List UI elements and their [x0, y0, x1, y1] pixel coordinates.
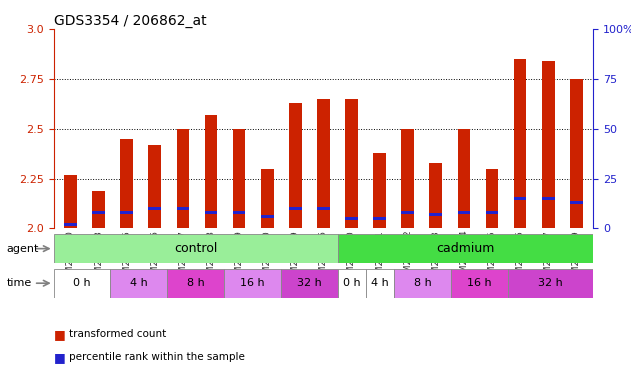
Bar [64, 175, 77, 228]
Bar [289, 207, 302, 210]
Bar [430, 162, 442, 228]
Bar [204, 211, 217, 214]
Bar [366, 269, 394, 298]
Text: time: time [6, 278, 32, 288]
Bar [224, 269, 281, 298]
Bar [457, 129, 470, 228]
Bar [233, 129, 245, 228]
Bar [289, 103, 302, 228]
Bar [148, 145, 161, 228]
Bar [261, 215, 273, 218]
Text: 8 h: 8 h [187, 278, 204, 288]
Bar [338, 269, 366, 298]
Text: ■: ■ [54, 328, 66, 341]
Text: transformed count: transformed count [69, 329, 167, 339]
Bar [401, 211, 414, 214]
Bar [508, 269, 593, 298]
Bar [430, 213, 442, 216]
Bar [281, 269, 338, 298]
Text: 0 h: 0 h [73, 278, 91, 288]
Text: 16 h: 16 h [240, 278, 265, 288]
Text: GDS3354 / 206862_at: GDS3354 / 206862_at [54, 14, 206, 28]
Bar [121, 139, 133, 228]
Bar [54, 269, 110, 298]
Text: 0 h: 0 h [343, 278, 360, 288]
Text: control: control [174, 242, 217, 255]
Bar [261, 169, 273, 228]
Bar [374, 152, 386, 228]
Bar [121, 211, 133, 214]
Bar [110, 269, 167, 298]
Text: 4 h: 4 h [371, 278, 389, 288]
Bar [570, 79, 582, 228]
Bar [486, 169, 498, 228]
Text: 4 h: 4 h [130, 278, 148, 288]
Bar [394, 269, 451, 298]
Text: cadmium: cadmium [436, 242, 495, 255]
Bar [542, 197, 555, 200]
Bar [92, 211, 105, 214]
Text: 32 h: 32 h [297, 278, 322, 288]
Text: percentile rank within the sample: percentile rank within the sample [69, 352, 245, 362]
Text: 16 h: 16 h [467, 278, 492, 288]
Bar [338, 234, 593, 263]
Bar [374, 217, 386, 220]
Text: agent: agent [6, 243, 38, 254]
Bar [204, 115, 217, 228]
Bar [317, 207, 330, 210]
Bar [542, 61, 555, 228]
Bar [233, 211, 245, 214]
Bar [514, 197, 526, 200]
Bar [486, 211, 498, 214]
Bar [92, 190, 105, 228]
Text: ■: ■ [54, 351, 66, 364]
Bar [148, 207, 161, 210]
Bar [514, 59, 526, 228]
Bar [401, 129, 414, 228]
Bar [317, 99, 330, 228]
Bar [570, 201, 582, 204]
Bar [167, 269, 224, 298]
Bar [177, 129, 189, 228]
Bar [54, 234, 338, 263]
Bar [345, 217, 358, 220]
Bar [64, 223, 77, 226]
Bar [451, 269, 508, 298]
Bar [177, 207, 189, 210]
Bar [457, 211, 470, 214]
Text: 8 h: 8 h [414, 278, 432, 288]
Text: 32 h: 32 h [538, 278, 563, 288]
Bar [345, 99, 358, 228]
